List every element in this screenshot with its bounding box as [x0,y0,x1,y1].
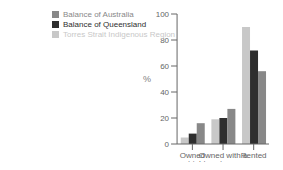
svg-text:0: 0 [165,140,170,149]
svg-text:40: 40 [160,88,169,97]
svg-text:60: 60 [160,62,169,71]
svg-text:Rented: Rented [241,151,267,160]
svg-text:20: 20 [160,114,169,123]
svg-text:100: 100 [156,10,170,19]
svg-text:80: 80 [160,36,169,45]
svg-text:%: % [143,74,151,84]
